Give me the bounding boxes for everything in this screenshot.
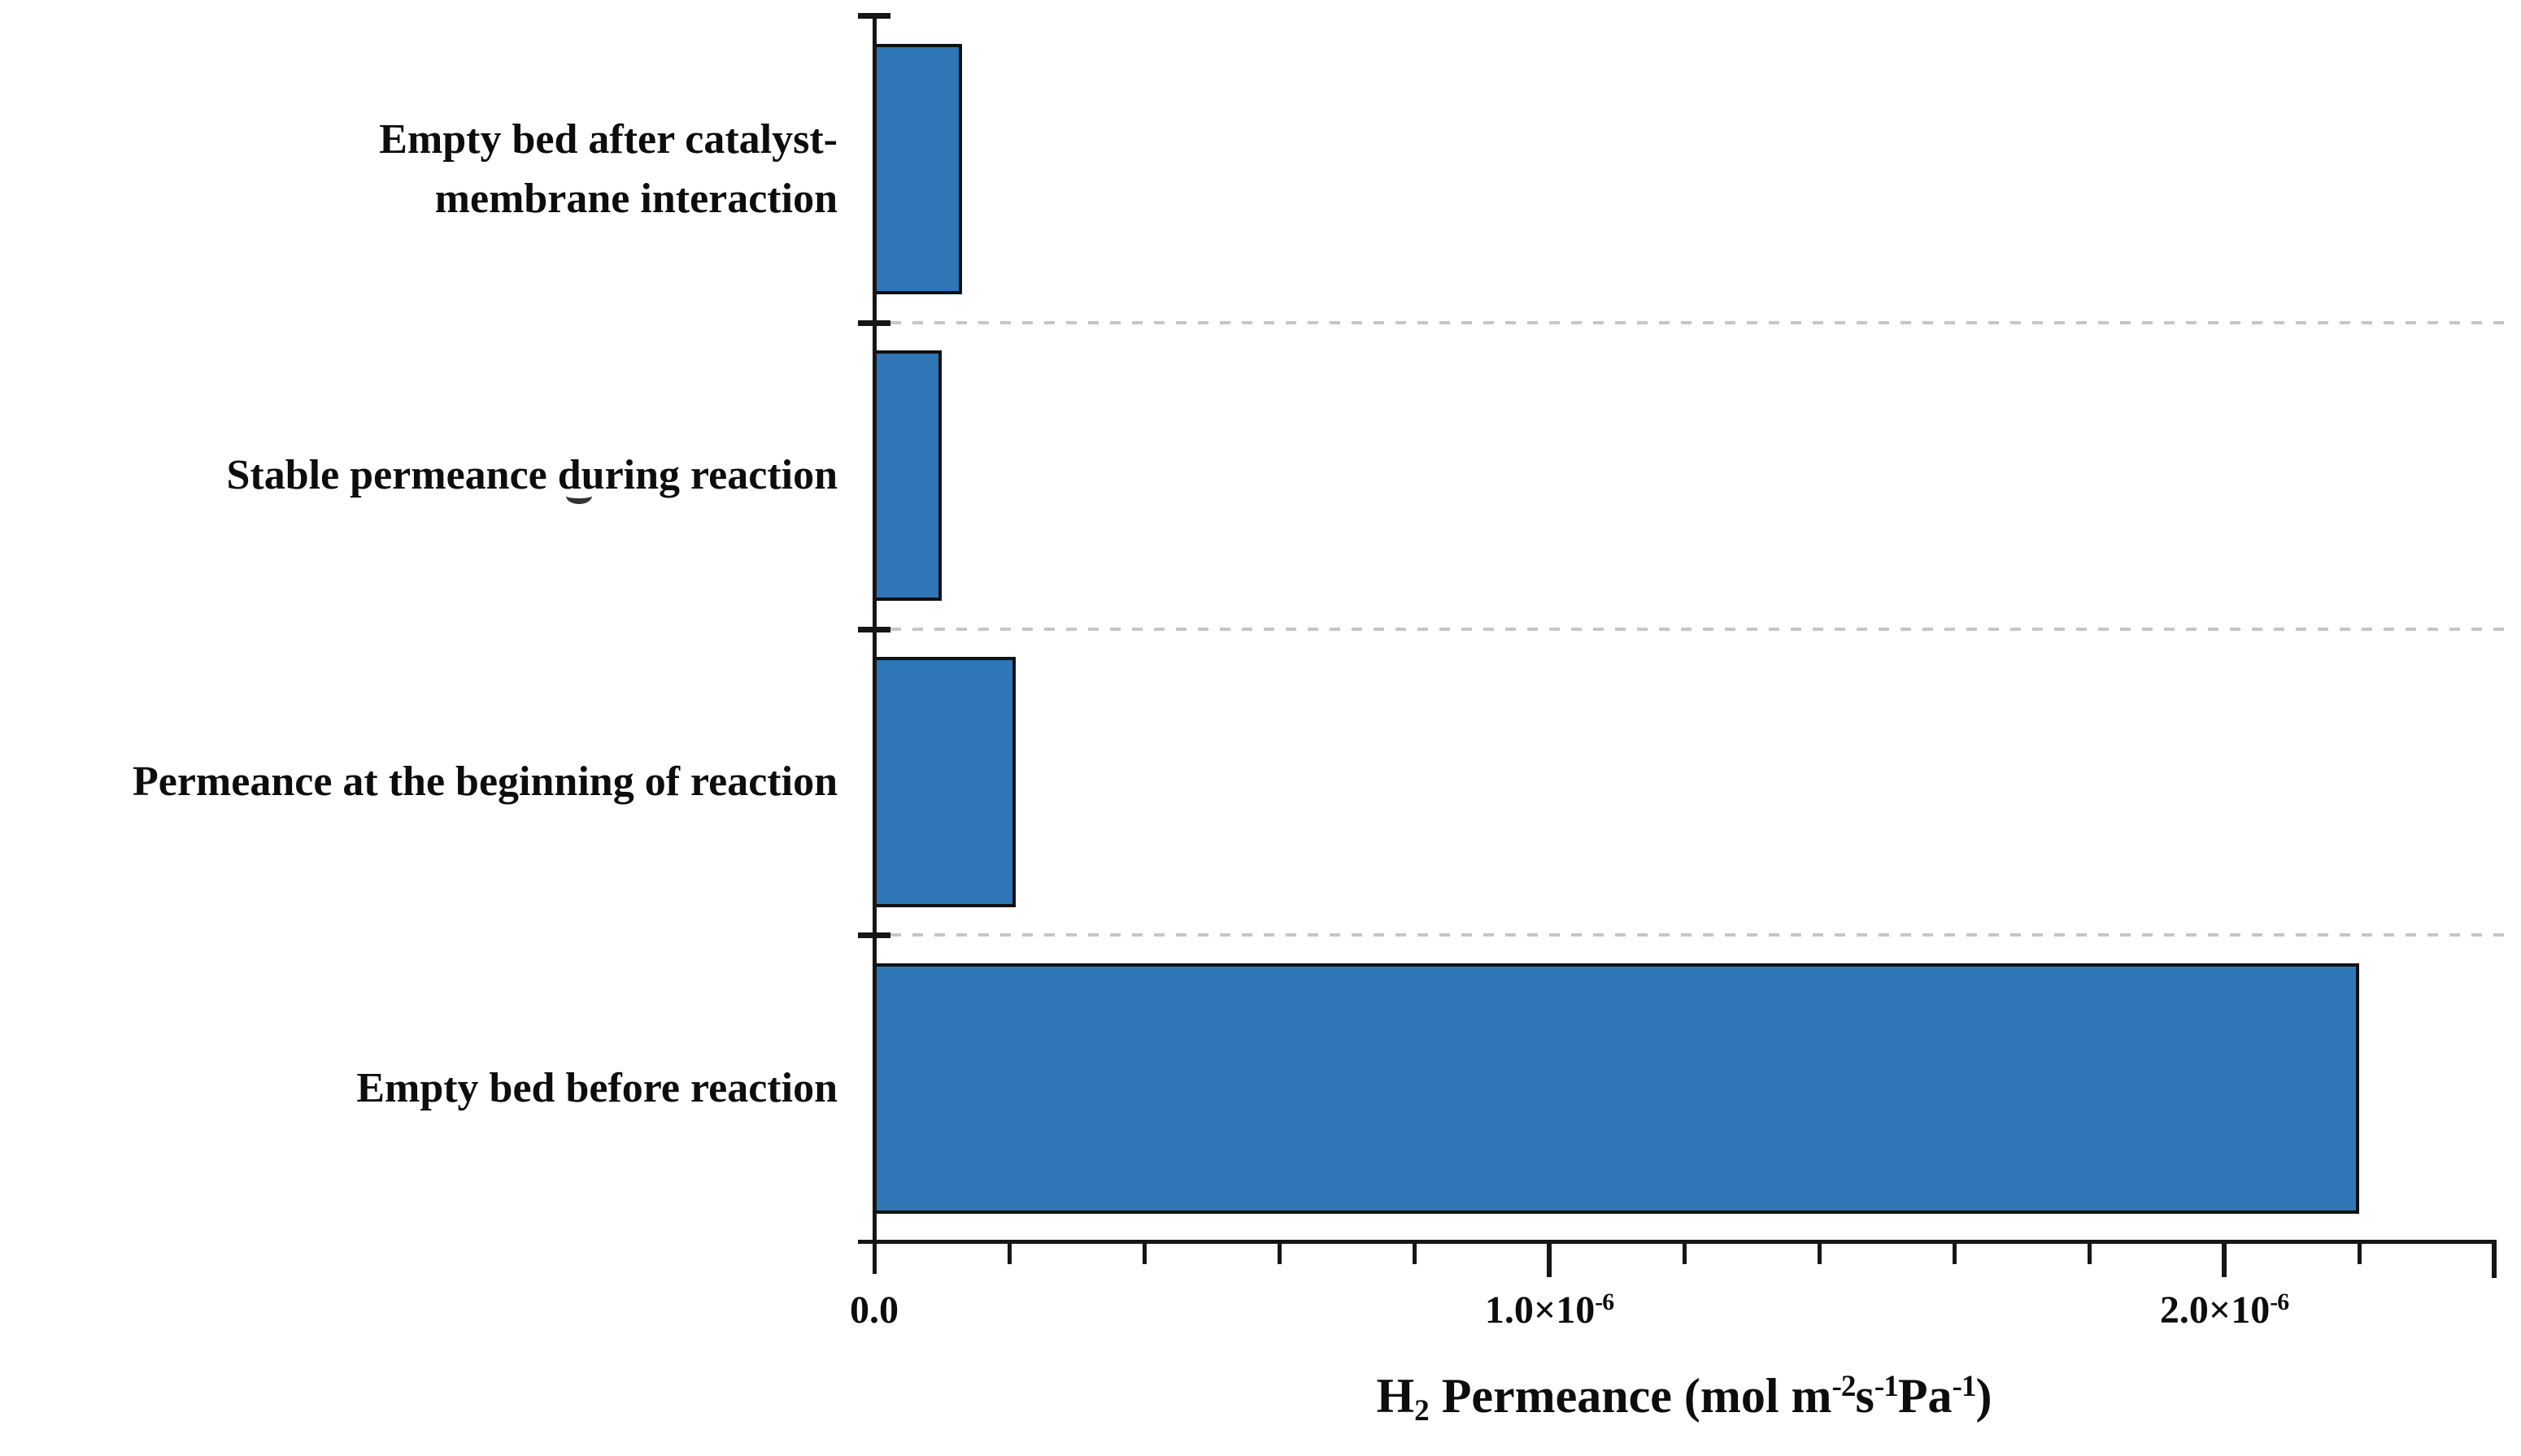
category-label-text: Empty bed before reaction [356,1064,838,1111]
x-tick-label: 2.0×10-6 [2159,1288,2289,1332]
title-subscript: 2 [1414,1394,1430,1428]
band-gridline [890,627,2509,631]
x-minor-tick [2357,1243,2362,1264]
x-major-tick [1547,1243,1552,1277]
category-label-text: Empty bed after catalyst-membrane intera… [379,115,838,223]
x-axis-line [858,1240,2497,1244]
band-gridline [890,320,2509,324]
x-minor-tick [1952,1243,1957,1264]
bar-1 [873,44,962,295]
x-minor-tick [1682,1243,1687,1264]
x-axis-end-cap [2492,1240,2497,1278]
x-minor-tick [1817,1243,1822,1264]
title-superscript: -1 [1952,1369,1977,1403]
band-gridline [890,933,2509,937]
x-axis-title: H2 Permeance (mol m-2s-1Pa-1) [1376,1369,1992,1428]
category-label-2: Stable permeance during reaction [0,323,838,629]
y-axis-line [873,16,877,1274]
bar-4 [873,963,2359,1214]
x-tick-label: 1.0×10-6 [1484,1288,1614,1332]
bar-3 [873,656,1016,907]
x-minor-tick [1142,1243,1147,1264]
x-tick-label: 0.0 [850,1289,899,1332]
category-label-3: Permeance at the beginning of reaction [0,629,838,936]
x-minor-tick [2087,1243,2092,1264]
artifact-mark [566,488,592,504]
category-label-4: Empty bed before reaction [0,935,838,1241]
category-label-1: Empty bed after catalyst-membrane intera… [0,16,838,323]
x-minor-tick [1412,1243,1417,1264]
title-superscript: -2 [1831,1369,1857,1403]
y-axis-top-cap [858,13,890,19]
x-minor-tick [1007,1243,1012,1264]
category-label-text: Permeance at the beginning of reaction [133,758,838,805]
x-minor-tick [1277,1243,1282,1264]
x-major-tick [2222,1243,2227,1277]
x-tick-exponent: -6 [2270,1288,2289,1315]
x-tick-exponent: -6 [1595,1288,1614,1315]
title-superscript: -1 [1874,1369,1899,1403]
bar-2 [873,350,942,602]
category-label-text: Stable permeance during reaction [226,452,838,499]
